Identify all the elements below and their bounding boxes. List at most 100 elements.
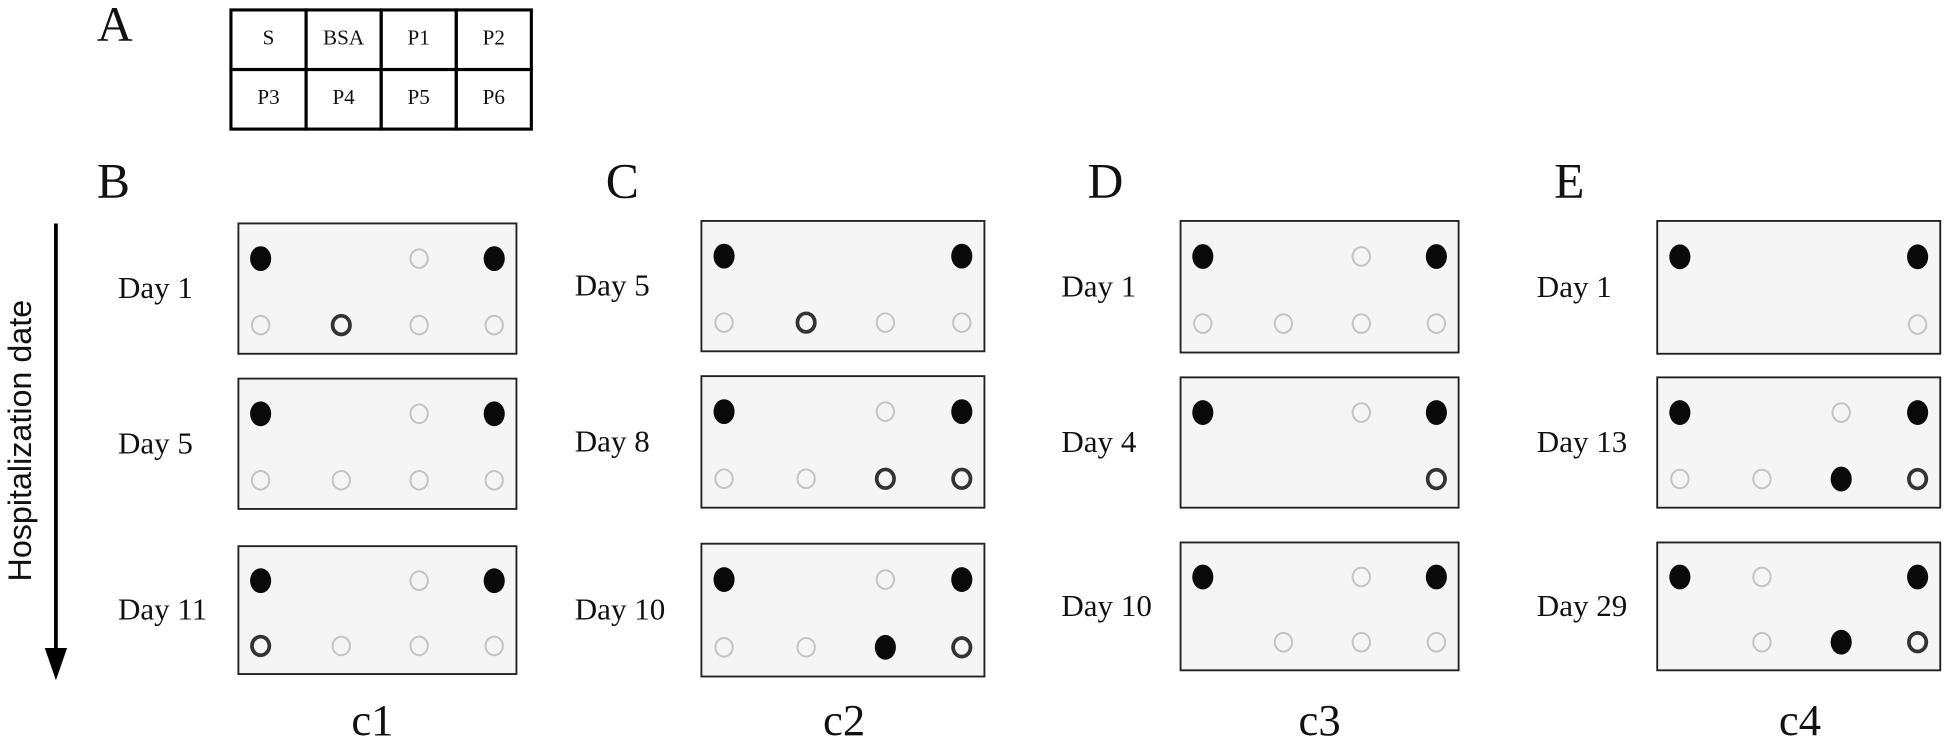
- dot: [250, 401, 272, 427]
- panel-label: B: [97, 154, 130, 209]
- grid-label: P5: [408, 85, 430, 109]
- dot: [250, 568, 272, 594]
- dot: [952, 312, 972, 333]
- dot: [1907, 564, 1929, 590]
- dot: [1426, 313, 1447, 334]
- day-label: Day 10: [1061, 588, 1151, 623]
- dot: [951, 467, 973, 490]
- dot: [1752, 566, 1772, 588]
- dot: [951, 636, 973, 659]
- column-label: c1: [351, 695, 393, 745]
- dot: [875, 401, 896, 422]
- dot: [1907, 400, 1929, 425]
- dot: [484, 314, 504, 336]
- dot: [1669, 564, 1691, 590]
- dot: [796, 636, 816, 658]
- dot: [250, 246, 272, 272]
- dot: [483, 568, 505, 594]
- grid-label: BSA: [323, 26, 365, 50]
- blot: [700, 542, 986, 678]
- arrow-head: [44, 647, 68, 681]
- blot-membrane: [237, 545, 518, 675]
- dot: [714, 636, 734, 658]
- blot: [1656, 376, 1942, 509]
- arrow: [44, 223, 68, 681]
- panel-label: C: [606, 154, 639, 209]
- dot: [483, 401, 505, 427]
- dot: [1830, 466, 1852, 492]
- grid-cell: [454, 67, 533, 131]
- dot: [330, 313, 352, 337]
- grid-label: S: [263, 26, 275, 50]
- day-label: Day 29: [1537, 588, 1627, 623]
- blot-membrane: [700, 220, 986, 353]
- dot: [713, 399, 735, 425]
- blot-membrane: [1179, 220, 1460, 354]
- grid-label: P1: [408, 26, 430, 50]
- dot: [713, 243, 735, 269]
- blot-membrane: [237, 222, 518, 355]
- dot: [1192, 244, 1214, 269]
- dot: [1192, 400, 1214, 425]
- dot: [1830, 629, 1852, 655]
- column-label: c4: [1779, 695, 1821, 745]
- panel-label: D: [1087, 154, 1123, 209]
- blot: [700, 375, 986, 509]
- dot: [1351, 631, 1371, 653]
- dot: [714, 312, 734, 333]
- dot: [1907, 244, 1929, 270]
- blot: [237, 222, 518, 355]
- blot: [1656, 220, 1942, 355]
- panel-label: A: [97, 0, 133, 52]
- dot: [483, 246, 505, 272]
- dot: [409, 635, 429, 657]
- grid-label: P2: [483, 26, 505, 50]
- dot: [874, 467, 896, 490]
- dot: [1670, 468, 1690, 490]
- dot: [331, 635, 351, 657]
- dot: [1831, 402, 1851, 423]
- blot-membrane: [1656, 376, 1942, 509]
- blot: [237, 377, 518, 510]
- dot: [951, 243, 973, 269]
- day-label: Day 11: [118, 592, 207, 627]
- blot-membrane: [700, 375, 986, 509]
- dot: [1351, 402, 1371, 423]
- dot: [1907, 631, 1929, 654]
- dot: [714, 468, 734, 490]
- blot-membrane: [700, 542, 986, 678]
- dot: [1907, 314, 1928, 335]
- dot: [409, 248, 429, 269]
- dot: [1752, 468, 1772, 490]
- dot: [409, 469, 429, 491]
- panel-label: E: [1554, 154, 1584, 209]
- dot: [951, 399, 973, 425]
- day-label: Day 4: [1061, 424, 1136, 459]
- dot: [795, 311, 817, 334]
- dot: [409, 403, 429, 425]
- dot: [1351, 566, 1371, 588]
- blot: [1656, 541, 1942, 672]
- dot: [1193, 313, 1213, 334]
- day-label: Day 10: [575, 592, 665, 627]
- blot-membrane: [1179, 376, 1460, 509]
- grid-label: P4: [332, 85, 355, 109]
- dot: [1669, 400, 1691, 425]
- dot: [409, 314, 429, 336]
- grid-label: P6: [483, 85, 505, 109]
- dot: [250, 469, 271, 491]
- dot: [1425, 467, 1447, 491]
- blot: [1179, 541, 1460, 672]
- dot: [484, 635, 504, 657]
- dot: [1425, 564, 1447, 590]
- blot: [1179, 220, 1460, 354]
- day-label: Day 5: [575, 268, 650, 303]
- dot: [875, 569, 896, 590]
- dot: [331, 469, 351, 491]
- dot: [796, 468, 816, 490]
- dot: [1752, 631, 1772, 653]
- blot: [237, 545, 518, 675]
- dot: [1669, 244, 1691, 270]
